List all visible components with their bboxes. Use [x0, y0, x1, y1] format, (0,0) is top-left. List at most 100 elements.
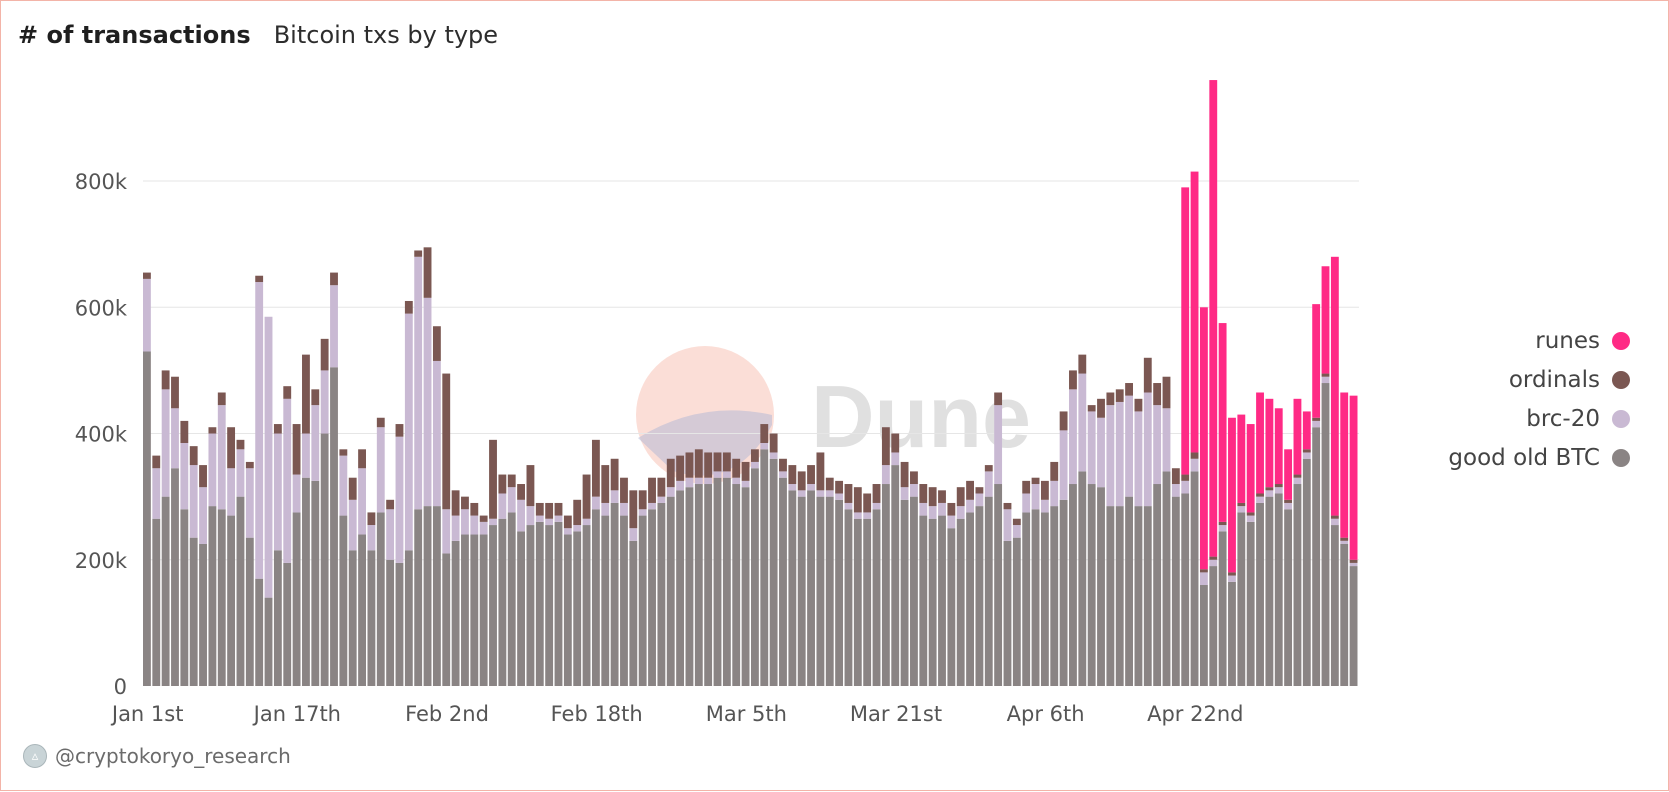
bar-segment-ordinals[interactable]	[685, 452, 694, 478]
bar-segment-btc[interactable]	[1012, 537, 1021, 686]
bar-segment-ordinals[interactable]	[1097, 398, 1105, 418]
bar-segment-brc20[interactable]	[1312, 420, 1321, 428]
bar-segment-btc[interactable]	[676, 490, 685, 686]
bar-segment-brc20[interactable]	[554, 515, 563, 522]
bar-segment-btc[interactable]	[1181, 493, 1190, 686]
bar-segment-btc[interactable]	[1115, 506, 1124, 686]
bar-segment-runes[interactable]	[1284, 449, 1293, 500]
bar-segment-brc20[interactable]	[601, 502, 610, 516]
legend-item-btc[interactable]: good old BTC	[1448, 438, 1630, 477]
bar-segment-btc[interactable]	[722, 477, 731, 686]
bar-segment-btc[interactable]	[947, 528, 956, 686]
bar-segment-brc20[interactable]	[928, 506, 937, 519]
bar-segment-btc[interactable]	[273, 550, 282, 686]
bar-segment-btc[interactable]	[694, 484, 703, 686]
bar-segment-btc[interactable]	[825, 496, 834, 686]
bar-segment-btc[interactable]	[573, 531, 582, 686]
bar-segment-btc[interactable]	[161, 496, 170, 686]
bar-segment-ordinals[interactable]	[311, 389, 320, 406]
bar-segment-brc20[interactable]	[994, 405, 1003, 485]
bar-segment-ordinals[interactable]	[601, 465, 610, 503]
bar-segment-brc20[interactable]	[255, 282, 264, 579]
bar-segment-ordinals[interactable]	[816, 452, 825, 491]
bar-segment-brc20[interactable]	[825, 490, 834, 497]
bar-segment-btc[interactable]	[358, 534, 366, 686]
bar-segment-brc20[interactable]	[535, 515, 544, 522]
bar-segment-btc[interactable]	[236, 496, 245, 686]
bar-segment-btc[interactable]	[554, 521, 563, 686]
bar-segment-ordinals[interactable]	[573, 499, 582, 526]
bar-segment-brc20[interactable]	[526, 506, 535, 526]
bar-segment-brc20[interactable]	[470, 515, 479, 535]
bar-segment-ordinals[interactable]	[760, 424, 769, 443]
bar-segment-btc[interactable]	[386, 559, 395, 686]
bar-segment-ordinals[interactable]	[788, 465, 797, 485]
bar-segment-ordinals[interactable]	[330, 272, 338, 286]
bar-segment-btc[interactable]	[779, 477, 787, 686]
bar-segment-btc[interactable]	[180, 509, 189, 686]
bar-segment-btc[interactable]	[376, 512, 385, 686]
bar-segment-brc20[interactable]	[1321, 376, 1330, 384]
bar-segment-brc20[interactable]	[264, 316, 273, 598]
bar-segment-ordinals[interactable]	[910, 471, 918, 485]
bar-segment-brc20[interactable]	[751, 461, 759, 469]
bar-segment-runes[interactable]	[1181, 187, 1190, 475]
bar-segment-ordinals[interactable]	[404, 300, 413, 314]
bar-segment-btc[interactable]	[189, 537, 198, 686]
legend-item-brc20[interactable]: brc-20	[1448, 399, 1630, 438]
bar-segment-ordinals[interactable]	[1171, 468, 1180, 485]
bar-segment-ordinals[interactable]	[1256, 493, 1264, 497]
bar-segment-brc20[interactable]	[348, 499, 357, 551]
bar-segment-ordinals[interactable]	[1162, 376, 1171, 409]
bar-segment-brc20[interactable]	[245, 468, 254, 538]
bar-segment-ordinals[interactable]	[432, 326, 441, 361]
bar-segment-brc20[interactable]	[1003, 509, 1012, 541]
bar-segment-ordinals[interactable]	[348, 477, 357, 500]
bar-segment-brc20[interactable]	[657, 496, 666, 503]
bar-segment-btc[interactable]	[591, 509, 600, 686]
bar-segment-brc20[interactable]	[685, 477, 694, 488]
bar-segment-brc20[interactable]	[498, 493, 507, 519]
bar-segment-ordinals[interactable]	[1181, 474, 1190, 481]
bar-segment-ordinals[interactable]	[1218, 521, 1227, 526]
bar-segment-brc20[interactable]	[1012, 525, 1021, 538]
bar-segment-ordinals[interactable]	[1106, 392, 1115, 406]
bar-segment-brc20[interactable]	[947, 515, 956, 529]
bar-segment-ordinals[interactable]	[143, 272, 151, 279]
bar-segment-ordinals[interactable]	[470, 502, 479, 516]
bar-segment-brc20[interactable]	[161, 389, 170, 497]
bar-segment-ordinals[interactable]	[938, 490, 946, 503]
bar-segment-btc[interactable]	[863, 518, 872, 686]
bar-segment-brc20[interactable]	[956, 506, 965, 519]
bar-segment-btc[interactable]	[844, 509, 853, 686]
bar-segment-brc20[interactable]	[1340, 540, 1349, 544]
bar-segment-brc20[interactable]	[376, 427, 385, 513]
bar-segment-brc20[interactable]	[358, 468, 366, 535]
bar-segment-brc20[interactable]	[217, 405, 226, 510]
bar-segment-brc20[interactable]	[442, 509, 451, 554]
bar-segment-brc20[interactable]	[975, 493, 984, 507]
bar-segment-brc20[interactable]	[1153, 405, 1162, 485]
bar-segment-brc20[interactable]	[582, 518, 591, 526]
bar-segment-brc20[interactable]	[1087, 411, 1096, 485]
bar-segment-brc20[interactable]	[881, 465, 890, 485]
bar-segment-ordinals[interactable]	[629, 490, 638, 529]
bar-segment-brc20[interactable]	[1031, 484, 1040, 510]
bar-segment-btc[interactable]	[311, 480, 320, 686]
bar-segment-brc20[interactable]	[1265, 490, 1274, 497]
bar-segment-btc[interactable]	[1265, 496, 1274, 686]
bar-segment-btc[interactable]	[1097, 487, 1105, 686]
bar-segment-ordinals[interactable]	[339, 449, 348, 456]
bar-segment-brc20[interactable]	[769, 452, 778, 459]
bar-segment-btc[interactable]	[648, 509, 656, 686]
bar-segment-brc20[interactable]	[713, 471, 722, 478]
bar-segment-btc[interactable]	[479, 534, 488, 686]
bar-segment-btc[interactable]	[451, 540, 460, 686]
bar-segment-btc[interactable]	[1274, 493, 1283, 686]
bar-segment-ordinals[interactable]	[928, 487, 937, 507]
bar-segment-brc20[interactable]	[1302, 452, 1311, 459]
bar-segment-ordinals[interactable]	[1125, 383, 1133, 396]
bar-segment-ordinals[interactable]	[180, 420, 189, 443]
bar-segment-btc[interactable]	[975, 506, 984, 686]
bar-segment-brc20[interactable]	[339, 455, 348, 516]
